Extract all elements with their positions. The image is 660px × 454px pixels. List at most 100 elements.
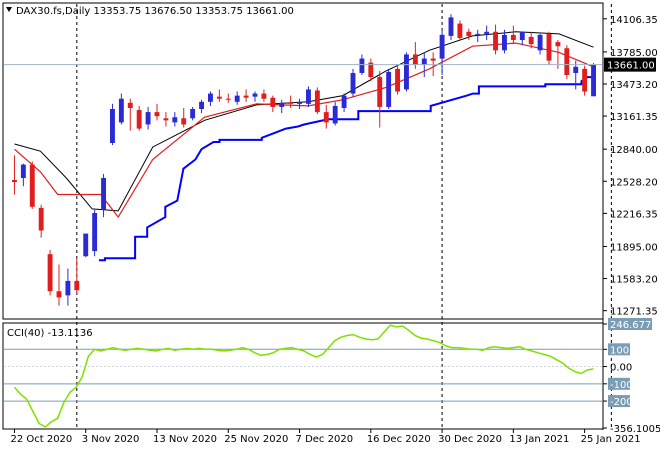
candle-body-10 [101,177,106,210]
candle-body-8 [83,233,89,257]
candle-body-54 [493,31,498,51]
cci-axis: 246.6773 100 0.00 -100 -200 -356.1005 [603,318,660,435]
current-price-label: 13661.00 [607,61,655,72]
candle-body-41 [377,77,383,107]
candle-body-13 [127,102,133,108]
price-tick-label-9: 11271.35 [610,307,658,318]
collapse-triangle-icon[interactable] [6,7,12,12]
candle-body-5 [56,291,62,298]
candles [12,14,596,306]
cci-tick-box-1 [608,343,630,356]
candle-body-43 [395,68,400,92]
candle-body-60 [546,33,552,61]
candle-body-21 [199,101,204,110]
candle-body-0 [12,180,17,183]
price-tick-label-3: 13161.35 [610,112,658,123]
candle-body-50 [457,23,463,38]
price-tick-label-2: 13473.20 [610,80,658,91]
candle-body-51 [466,31,472,36]
time-tick-label-6: 30 Dec 2020 [438,434,502,445]
candle-body-39 [359,58,365,73]
candle-body-27 [252,93,258,97]
time-tick-label-8: 25 Jan 2021 [581,434,641,445]
price-tick-label-5: 12528.20 [610,177,658,188]
candle-body-22 [208,93,213,102]
candle-body-57 [519,31,525,41]
candle-body-20 [190,109,196,119]
candle-body-31 [288,102,294,104]
candle-body-65 [591,64,596,97]
candle-body-63 [573,66,579,73]
cci-tick-box-3 [608,377,630,390]
cci-pane-frame [2,322,604,430]
price-tick-label-6: 12216.35 [610,209,658,220]
candle-body-33 [306,89,311,104]
candle-body-1 [20,164,26,178]
candle-body-38 [350,72,356,94]
candle-body-23 [216,96,222,99]
cci-line [13,324,594,428]
candle-body-9 [92,212,98,252]
stop-path [98,76,594,262]
current-price-marker [604,57,656,72]
candle-body-47 [430,58,436,61]
candle-body-35 [323,112,329,123]
time-axis: 22 Oct 2020 3 Nov 2020 13 Nov 2020 25 Nov 2… [10,429,641,445]
candle-body-26 [243,95,249,98]
candle-body-42 [386,71,392,107]
vertical-markers [76,4,612,428]
candle-body-56 [510,34,516,41]
cci-tick-label-2: 0.00 [610,363,632,374]
stop-line [98,76,594,262]
candle-body-58 [528,36,534,45]
candle-body-16 [154,112,160,117]
candle-body-34 [314,90,320,113]
candle-body-14 [136,110,142,129]
candle-body-17 [163,118,169,121]
candle-body-12 [118,98,124,123]
price-tick-label-7: 11895.00 [610,242,658,253]
candle-body-52 [475,33,481,35]
candle-body-46 [421,58,427,65]
candle-body-55 [502,34,507,51]
time-tick-label-2: 13 Nov 2020 [153,434,217,445]
price-tick-label-4: 12840.00 [610,145,658,156]
candle-body-6 [65,280,71,296]
candle-body-59 [537,34,543,51]
cci-tick-label-3: -100 [610,380,633,391]
candle-body-29 [270,97,276,107]
candle-body-18 [172,117,178,123]
time-tick-label-0: 22 Oct 2020 [10,434,72,445]
candle-body-64 [582,68,588,92]
price-axis: 14106.35 13785.00 13473.20 13161.35 12840.00… [603,15,658,318]
time-tick-label-3: 25 Nov 2020 [224,434,288,445]
candle-body-3 [38,207,44,231]
price-tick-label-1: 13785.00 [610,48,658,59]
candle-body-19 [181,118,187,125]
time-tick-label-5: 16 Dec 2020 [367,434,431,445]
candle-body-45 [412,54,418,65]
cci-tick-box-4 [608,395,630,408]
cci-level-lines [4,348,602,402]
current-price-line: 13661.00 [4,57,656,72]
candle-body-61 [555,42,561,47]
cci-tick-label-1: 100 [610,345,629,356]
candle-body-48 [439,34,445,59]
candle-body-40 [368,62,374,78]
candle-body-7 [74,280,80,291]
candle-body-44 [404,54,409,90]
candle-body-36 [332,105,338,124]
candle-body-49 [448,17,454,36]
candle-body-25 [234,95,240,102]
candle-body-53 [484,31,490,34]
candle-body-4 [47,254,53,292]
candle-body-32 [297,101,302,104]
price-tick-label-8: 11583.20 [610,275,658,286]
candle-body-28 [261,93,267,99]
candle-body-15 [145,112,151,125]
candle-body-30 [279,102,285,107]
time-tick-label-1: 3 Nov 2020 [82,434,140,445]
candle-body-11 [110,109,115,143]
